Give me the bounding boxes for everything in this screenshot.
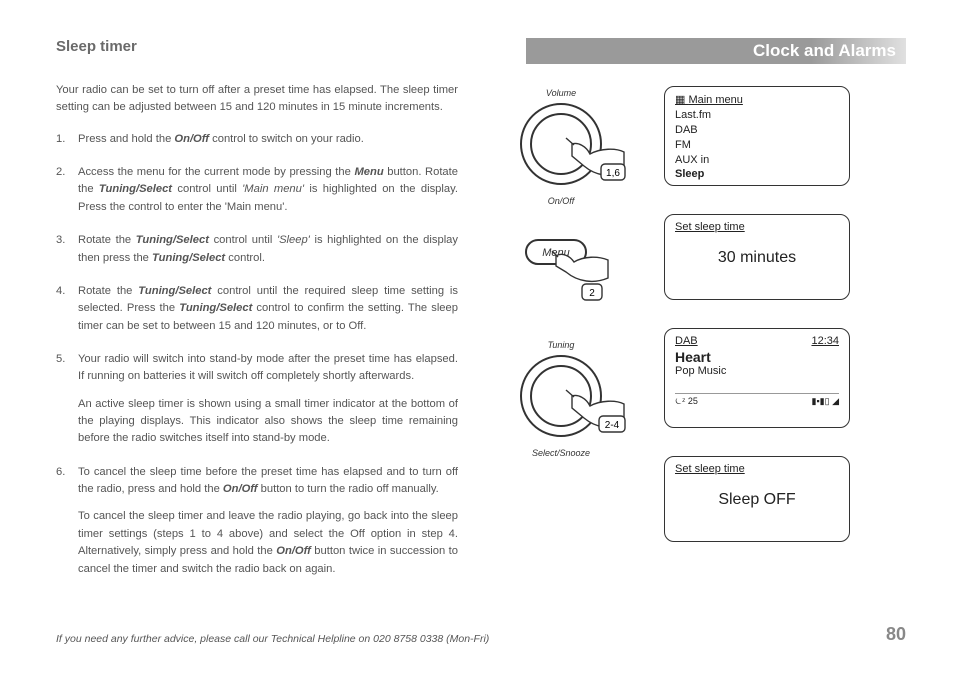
step-1: 1. Press and hold the On/Off control to …: [56, 131, 458, 148]
step-5-sub: An active sleep timer is shown using a s…: [78, 396, 458, 448]
step-number: 2.: [56, 164, 65, 181]
sleep-time-screen: Set sleep time 30 minutes: [664, 214, 850, 300]
genre-label: Pop Music: [675, 365, 839, 377]
menu-list: Last.fm DAB FM AUX in Sleep: [675, 108, 839, 182]
intro-paragraph: Your radio can be set to turn off after …: [56, 82, 458, 117]
step-number: 6.: [56, 464, 65, 481]
step-6: 6. To cancel the sleep time before the p…: [56, 464, 458, 578]
step-number: 1.: [56, 131, 65, 148]
tuning-label: Tuning: [548, 340, 575, 350]
step-badge: 2-4: [605, 420, 620, 431]
step-6-sub: To cancel the sleep timer and leave the …: [78, 508, 458, 577]
volume-dial-diagram: Volume 1,6 On/Off: [486, 86, 636, 210]
screen-value: 30 minutes: [675, 235, 839, 289]
main-menu-screen: ▦ Main menu Last.fm DAB FM AUX in Sleep: [664, 86, 850, 186]
section-title: Sleep timer: [56, 38, 137, 55]
screens-column: ▦ Main menu Last.fm DAB FM AUX in Sleep …: [664, 82, 860, 594]
screen-title: ▦ Main menu: [675, 93, 743, 106]
helpline-text: If you need any further advice, please c…: [56, 633, 489, 645]
sleep-timer-indicator: ⏾ᶻ 25: [675, 396, 698, 407]
step-5: 5. Your radio will switch into stand-by …: [56, 351, 458, 448]
volume-label: Volume: [546, 88, 576, 98]
step-2: 2. Access the menu for the current mode …: [56, 164, 458, 216]
step-number: 5.: [56, 351, 65, 368]
step-number: 3.: [56, 232, 65, 249]
step-3: 3. Rotate the Tuning/Select control unti…: [56, 232, 458, 267]
select-snooze-label: Select/Snooze: [532, 448, 590, 458]
menu-item: Last.fm: [675, 108, 839, 123]
chapter-title-bar: Clock and Alarms: [526, 38, 906, 64]
clock-time: 12:34: [811, 335, 839, 347]
screen-title: Set sleep time: [675, 463, 745, 475]
screen-value: Sleep OFF: [675, 477, 839, 531]
station-name: Heart: [675, 349, 839, 365]
diagrams-column: Volume 1,6 On/Off Menu 2 Tuning: [476, 82, 646, 594]
step-number: 4.: [56, 283, 65, 300]
screen-title: Set sleep time: [675, 221, 745, 233]
step-badge: 2: [589, 288, 595, 299]
signal-icon: ▮▪▮▯ ◢: [812, 396, 839, 407]
menu-button-diagram: Menu 2: [486, 234, 636, 314]
mode-label: DAB: [675, 335, 698, 347]
menu-item: AUX in: [675, 153, 839, 168]
sleep-off-screen: Set sleep time Sleep OFF: [664, 456, 850, 542]
page-number: 80: [886, 624, 906, 645]
instructions-column: Your radio can be set to turn off after …: [56, 82, 458, 594]
step-badge: 1,6: [606, 168, 620, 179]
menu-item: FM: [675, 138, 839, 153]
tuning-dial-diagram: Tuning 2-4 Select/Snooze: [486, 338, 636, 462]
menu-item: DAB: [675, 123, 839, 138]
onoff-label: On/Off: [548, 196, 576, 206]
menu-item-selected: Sleep: [675, 167, 839, 182]
step-4: 4. Rotate the Tuning/Select control unti…: [56, 283, 458, 335]
dab-playing-screen: DAB 12:34 Heart Pop Music ⏾ᶻ 25 ▮▪▮▯ ◢: [664, 328, 850, 428]
